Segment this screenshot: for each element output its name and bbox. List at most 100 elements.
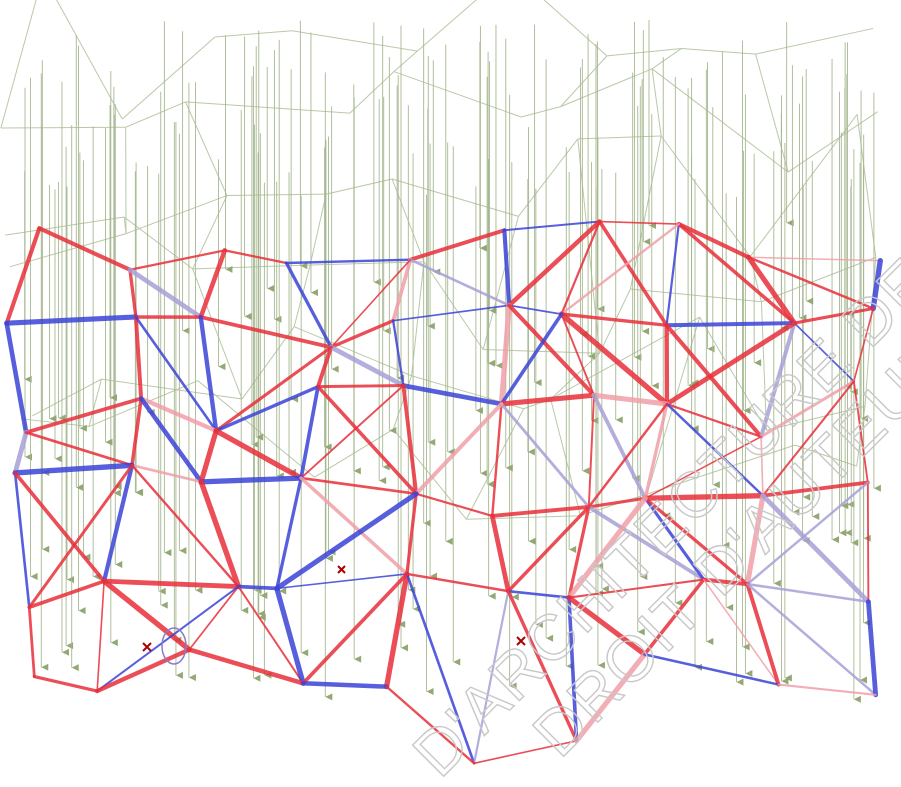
frame-bar: [699, 316, 767, 431]
member: [284, 261, 333, 349]
member: [747, 256, 882, 262]
frame-bar: [309, 194, 327, 266]
member: [508, 304, 563, 315]
member: [664, 323, 764, 439]
support: [337, 565, 346, 574]
member: [701, 577, 750, 587]
member: [560, 313, 595, 397]
frame-bar: [125, 101, 186, 128]
member: [853, 307, 875, 383]
member: [866, 481, 870, 603]
member: [586, 505, 706, 582]
member: [198, 314, 219, 433]
frame-bar: [483, 349, 600, 354]
member: [473, 739, 578, 765]
member: [285, 258, 412, 265]
member: [472, 590, 510, 765]
member: [558, 311, 670, 407]
member: [587, 496, 647, 509]
frame-bar: [185, 101, 350, 114]
member: [777, 683, 877, 696]
member: [300, 384, 405, 480]
member: [870, 257, 883, 312]
member: [401, 383, 419, 496]
member: [328, 344, 406, 388]
member: [644, 435, 762, 500]
member: [664, 320, 797, 407]
frame-bar: [629, 135, 662, 290]
member: [401, 383, 504, 407]
member: [299, 476, 409, 576]
member: [316, 384, 405, 389]
frame-bar: [241, 326, 295, 400]
member: [128, 268, 138, 319]
frame-bar: [755, 27, 874, 55]
member: [677, 222, 797, 325]
member: [598, 220, 680, 225]
member: [27, 605, 36, 678]
frame-bar: [125, 195, 228, 235]
frame-bar: [651, 68, 662, 137]
member: [559, 312, 669, 327]
member: [130, 464, 203, 484]
member: [566, 594, 648, 657]
member: [405, 572, 510, 593]
member: [37, 226, 133, 272]
member: [198, 315, 334, 350]
member: [759, 321, 797, 439]
member: [13, 471, 31, 609]
member: [643, 653, 780, 686]
member: [405, 572, 476, 765]
member: [490, 505, 591, 518]
member: [299, 384, 320, 480]
frame-bar: [465, 408, 525, 520]
support: [142, 642, 152, 652]
member: [587, 402, 669, 509]
frame-bar: [88, 378, 102, 427]
member: [139, 396, 219, 433]
frame-bar: [755, 54, 789, 173]
frame-bar: [326, 178, 393, 195]
member: [383, 571, 410, 690]
member: [101, 463, 135, 584]
member: [792, 306, 875, 325]
member: [567, 505, 591, 600]
member: [127, 267, 204, 320]
member: [330, 258, 412, 349]
member: [500, 402, 591, 509]
member: [301, 572, 409, 686]
member: [95, 647, 192, 694]
member: [489, 513, 511, 594]
member: [4, 226, 42, 326]
member: [761, 380, 855, 497]
member: [597, 219, 669, 328]
member: [573, 651, 648, 744]
member: [198, 479, 242, 590]
member: [665, 402, 763, 438]
member: [101, 578, 241, 589]
member: [300, 681, 389, 689]
member: [130, 464, 240, 588]
load-frame: [0, 0, 881, 703]
member: [676, 221, 751, 260]
frame-bar: [660, 135, 751, 257]
member: [642, 492, 766, 501]
member: [506, 589, 571, 599]
member: [852, 380, 869, 484]
member: [560, 222, 680, 316]
member: [214, 345, 333, 433]
frame-bar: [5, 216, 125, 236]
member: [198, 475, 304, 485]
member: [502, 228, 512, 308]
frame-bar: [293, 326, 412, 377]
member: [214, 384, 320, 433]
frame-bar: [761, 256, 876, 303]
frame-bar: [521, 106, 561, 118]
member: [491, 402, 503, 518]
member: [643, 496, 706, 582]
frame-bar: [646, 444, 796, 495]
member: [299, 476, 418, 496]
member: [499, 312, 564, 406]
